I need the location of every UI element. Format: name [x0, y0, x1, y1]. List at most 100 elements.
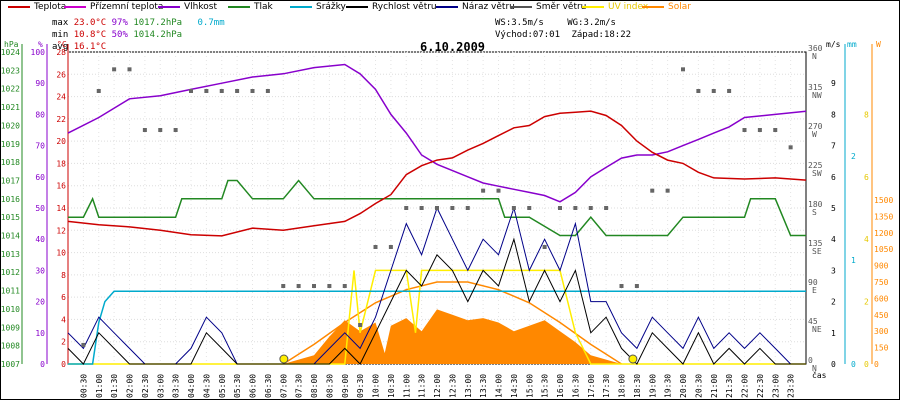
tick-label-time: 23:00	[771, 374, 780, 398]
legend-swatch	[436, 5, 458, 8]
tick-label-time: 03:30	[172, 374, 181, 398]
axis-unit-mm: mm	[847, 40, 857, 49]
tick-label-mm: 2	[851, 152, 856, 161]
tick-label-temp: 18	[56, 159, 66, 168]
tick-label-w: 450	[874, 311, 889, 320]
wind-direction-point	[127, 67, 132, 72]
wind-direction-point	[358, 323, 363, 327]
tick-label-dir: 0	[808, 356, 813, 365]
tick-label-temp: 6	[61, 293, 66, 302]
tick-label-time: 16:00	[556, 374, 565, 398]
tick-label-time: 08:00	[310, 374, 319, 398]
legend-swatch	[346, 5, 368, 8]
tick-label-time: 22:30	[756, 374, 765, 398]
tick-label-hpa: 1022	[1, 85, 20, 94]
tick-label-hpa: 1021	[1, 103, 20, 112]
tick-label-compass: N	[812, 364, 817, 373]
tick-label-uv: 0	[864, 360, 869, 369]
wind-direction-point	[727, 89, 732, 93]
tick-label-hpa: 1020	[1, 121, 20, 130]
stats-max: max 23.0°C 97% 1017.2hPa 0.7mm	[52, 18, 225, 28]
wind-direction-point	[496, 188, 501, 193]
tick-label-dir: 315	[808, 83, 823, 92]
wind-direction-point	[219, 89, 224, 93]
tick-label-hpa: 1014	[1, 232, 20, 241]
tick-label-time: 09:30	[356, 374, 365, 398]
tick-label-time: 03:00	[156, 374, 165, 398]
tick-label-temp: 14	[56, 204, 66, 213]
tick-label-time: 04:00	[187, 374, 196, 398]
tick-label-uv: 4	[864, 235, 869, 244]
tick-label-time: 23:30	[787, 374, 796, 398]
tick-label-ms: 7	[831, 142, 836, 151]
wind-direction-point	[235, 89, 240, 93]
wind-direction-point	[312, 284, 316, 288]
tick-label-time: 01:30	[110, 374, 119, 398]
wind-direction-point	[634, 284, 639, 288]
tick-label-temp: 22	[56, 115, 66, 124]
wind-direction-point	[511, 206, 516, 210]
wind-direction-point	[573, 206, 578, 210]
tick-label-time: 13:00	[464, 374, 473, 398]
tick-label-temp: 24	[56, 93, 66, 102]
tick-label-hpa: 1010	[1, 305, 20, 314]
stats-min: min 10.8°C 50% 1014.2hPa	[52, 30, 183, 40]
tick-label-time: 13:30	[479, 374, 488, 398]
tick-label-pct: 10	[35, 329, 45, 338]
wind-direction-point	[327, 284, 332, 288]
tick-label-ms: 4	[831, 235, 836, 244]
wind-direction-point	[419, 206, 424, 210]
tick-label-w: 750	[874, 278, 889, 287]
tick-label-w: 600	[874, 294, 889, 303]
tick-label-pct: 30	[35, 266, 45, 275]
tick-label-time: 15:00	[525, 374, 534, 398]
tick-label-time: 05:30	[233, 374, 242, 398]
tick-label-time: 17:30	[602, 374, 611, 398]
wind-direction-point	[158, 128, 163, 132]
tick-label-ms: 5	[831, 204, 836, 213]
axis-unit-ms: m/s	[826, 40, 841, 49]
wind-direction-point	[696, 89, 701, 93]
tick-label-hpa: 1008	[1, 342, 20, 351]
wind-direction-point	[788, 145, 793, 150]
tick-label-pct: 60	[35, 173, 45, 182]
tick-label-time: 16:30	[571, 374, 580, 398]
stats-avg: avg 16.1°C	[52, 42, 107, 52]
tick-label-compass: SW	[812, 169, 822, 178]
sun-marker	[279, 354, 289, 364]
wind-direction-point	[665, 188, 670, 193]
legend-label: Srážky	[316, 2, 346, 12]
tick-label-time: 21:00	[710, 374, 719, 398]
tick-label-hpa: 1015	[1, 213, 20, 222]
legend-item: Vlhkost	[158, 2, 217, 12]
tick-label-time: 22:00	[741, 374, 750, 398]
stats-sun: Východ:07:01 Západ:18:22	[495, 30, 632, 40]
tick-label-dir: 180	[808, 200, 823, 209]
tick-label-compass: S	[812, 208, 817, 217]
tick-label-time: 14:30	[510, 374, 519, 398]
tick-label-pct: 40	[35, 235, 45, 244]
tick-label-ms: 8	[831, 110, 836, 119]
tick-label-time: 19:00	[648, 374, 657, 398]
tick-label-dir: 90	[808, 278, 818, 287]
tick-label-compass: W	[812, 130, 817, 139]
legend-label: Vlhkost	[184, 2, 217, 12]
tick-label-ms: 9	[831, 79, 836, 88]
tick-label-time: 18:30	[633, 374, 642, 398]
wind-direction-point	[527, 206, 532, 210]
tick-label-time: 14:00	[495, 374, 504, 398]
wind-direction-point	[265, 89, 270, 93]
tick-label-hpa: 1007	[1, 360, 20, 369]
tick-label-time: 07:00	[279, 374, 288, 398]
tick-label-time: 02:00	[126, 374, 135, 398]
tick-label-pct: 50	[35, 204, 45, 213]
legend-swatch	[8, 5, 30, 8]
wind-direction-point	[650, 188, 655, 193]
tick-label-compass: NW	[812, 91, 822, 100]
tick-label-time: 21:30	[725, 374, 734, 398]
tick-label-uv: 2	[864, 298, 869, 307]
legend-item: Přízemní teplota	[64, 2, 163, 12]
stats-wind: WS:3.5m/s WG:3.2m/s	[495, 18, 616, 28]
tick-label-w: 900	[874, 262, 889, 271]
